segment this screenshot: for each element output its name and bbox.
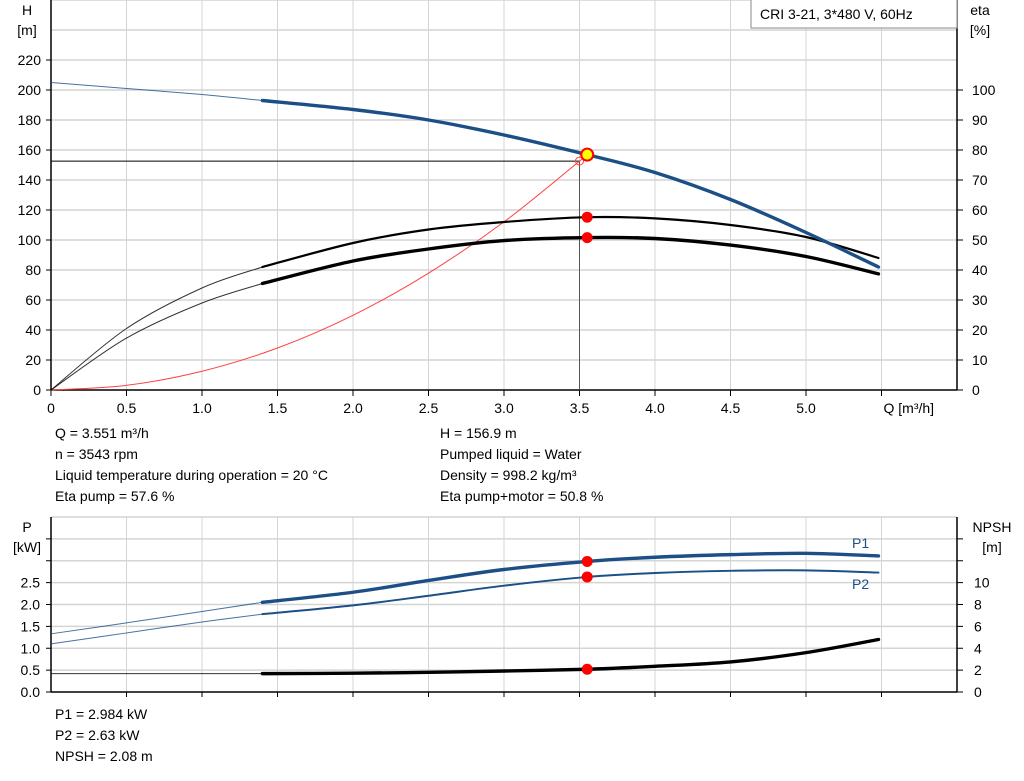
x-tick-label: 1.0 xyxy=(192,400,212,416)
info-npsh: NPSH = 2.08 m xyxy=(55,748,153,764)
x-tick-label: 3.0 xyxy=(494,400,514,416)
y-left-axis-label: P xyxy=(22,519,31,535)
x-tick-label: 0.5 xyxy=(117,400,137,416)
y-right-axis-label: eta xyxy=(970,2,990,18)
y-left-tick-label: 0.5 xyxy=(21,662,41,678)
x-tick-label: 3.5 xyxy=(570,400,590,416)
y-right-tick-label: 10 xyxy=(972,352,988,368)
npsh-curve xyxy=(260,637,881,676)
info-q: Q = 3.551 m³/h xyxy=(55,425,149,441)
y-left-tick-label: 100 xyxy=(18,232,42,248)
x-tick-label: 5.0 xyxy=(796,400,816,416)
axes xyxy=(46,0,963,697)
y-left-tick-label: 1.5 xyxy=(21,618,41,634)
x-axis-label: Q [m³/h] xyxy=(884,400,935,416)
info-right: H = 156.9 m Pumped liquid = Water Densit… xyxy=(440,423,603,507)
info-eta-pump: Eta pump = 57.6 % xyxy=(55,488,175,504)
y-right-tick-label: 30 xyxy=(972,292,988,308)
y-left-tick-label: 40 xyxy=(25,322,41,338)
y-left-tick-label: 220 xyxy=(18,52,42,68)
info-density: Density = 998.2 kg/m³ xyxy=(440,467,577,483)
x-tick-label: 4.5 xyxy=(721,400,741,416)
y-left-tick-label: 120 xyxy=(18,202,42,218)
y-left-tick-label: 2.5 xyxy=(21,575,41,591)
y-right-tick-label: 50 xyxy=(972,232,988,248)
system-curve xyxy=(50,153,589,391)
eta-pump-motor-curve-extrapolated xyxy=(50,283,263,391)
y-right-tick-label: 6 xyxy=(974,618,982,634)
p1-point xyxy=(581,555,593,567)
y-right-tick-label: 90 xyxy=(972,112,988,128)
y-left-tick-label: 0 xyxy=(33,382,41,398)
y-right-tick-label: 10 xyxy=(974,575,990,591)
y-left-tick-label: 140 xyxy=(18,172,42,188)
p1-curve-extrapolated xyxy=(50,601,263,635)
y-left-axis-label: [m] xyxy=(17,22,36,38)
eta-pump-motor-point xyxy=(581,232,593,244)
p2-label: P2 xyxy=(852,576,869,592)
y-right-tick-label: 40 xyxy=(972,262,988,278)
y-right-axis-label: NPSH xyxy=(973,519,1012,535)
y-left-tick-label: 1.0 xyxy=(21,640,41,656)
y-right-tick-label: 0 xyxy=(972,382,980,398)
head-curve-extrapolated xyxy=(50,82,263,101)
x-tick-label: 2.0 xyxy=(343,400,363,416)
y-right-tick-label: 8 xyxy=(974,597,982,613)
p2-curve-extrapolated xyxy=(50,613,263,645)
p1-label: P1 xyxy=(852,535,869,551)
bottom-grid xyxy=(51,516,958,692)
y-right-tick-label: 70 xyxy=(972,172,988,188)
curves xyxy=(50,82,881,676)
info-bottom: P1 = 2.984 kW P2 = 2.63 kW NPSH = 2.08 m xyxy=(55,704,153,767)
y-left-tick-label: 0.0 xyxy=(21,684,41,700)
y-right-tick-label: 60 xyxy=(972,202,988,218)
info-liquid: Pumped liquid = Water xyxy=(440,446,582,462)
info-eta-pump-motor: Eta pump+motor = 50.8 % xyxy=(440,488,604,504)
operating-points xyxy=(580,147,595,675)
y-right-tick-label: 2 xyxy=(974,662,982,678)
y-left-tick-label: 160 xyxy=(18,142,42,158)
top-grid xyxy=(51,0,958,390)
legend-box: CRI 3-21, 3*480 V, 60Hz xyxy=(750,0,958,29)
legend-title: CRI 3-21, 3*480 V, 60Hz xyxy=(760,6,913,22)
info-h: H = 156.9 m xyxy=(440,425,517,441)
info-p2: P2 = 2.63 kW xyxy=(55,727,140,743)
y-right-tick-label: 100 xyxy=(972,82,996,98)
y-left-tick-label: 80 xyxy=(25,262,41,278)
npsh-point xyxy=(581,663,593,675)
y-right-axis-label: [%] xyxy=(970,22,990,38)
y-right-tick-label: 20 xyxy=(972,322,988,338)
required-point-marker xyxy=(575,156,584,166)
info-left: Q = 3.551 m³/h n = 3543 rpm Liquid tempe… xyxy=(55,423,328,507)
y-left-tick-label: 20 xyxy=(25,352,41,368)
y-right-tick-label: 0 xyxy=(974,684,982,700)
eta-pump-curve-extrapolated xyxy=(50,266,263,391)
info-p1: P1 = 2.984 kW xyxy=(55,706,148,722)
info-n: n = 3543 rpm xyxy=(55,446,138,462)
y-left-axis-label: H xyxy=(22,2,32,18)
y-left-tick-label: 200 xyxy=(18,82,42,98)
x-tick-label: 2.5 xyxy=(419,400,439,416)
x-tick-label: 4.0 xyxy=(645,400,665,416)
duty-point xyxy=(580,147,595,162)
info-temperature: Liquid temperature during operation = 20… xyxy=(55,467,328,483)
y-right-tick-label: 80 xyxy=(972,142,988,158)
eta-pump-motor-curve xyxy=(260,235,881,286)
eta-pump-point xyxy=(581,211,593,223)
p2-point xyxy=(581,571,593,583)
axis-labels: 0 0.5 1.0 1.5 2.0 2.5 3.0 3.5 4.0 4.5 5.0 Q [m³/h] 0… xyxy=(13,2,1011,700)
y-left-tick-label: 60 xyxy=(25,292,41,308)
y-left-tick-label: 2.0 xyxy=(21,597,41,613)
x-tick-label: 1.5 xyxy=(268,400,288,416)
y-left-tick-label: 180 xyxy=(18,112,42,128)
x-tick-label: 0 xyxy=(47,400,55,416)
y-right-axis-label: [m] xyxy=(982,539,1001,555)
y-right-tick-label: 4 xyxy=(974,640,982,656)
y-left-axis-label: [kW] xyxy=(13,539,41,555)
